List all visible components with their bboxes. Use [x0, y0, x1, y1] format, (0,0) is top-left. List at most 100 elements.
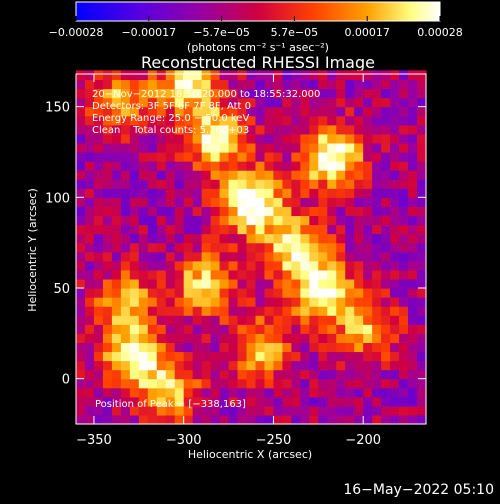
heatmap-cell	[210, 242, 221, 253]
heatmap-cell	[237, 197, 248, 207]
heatmap-cell	[93, 405, 104, 416]
heatmap-cell	[300, 115, 310, 126]
heatmap-cell	[363, 306, 373, 316]
heatmap-cell	[192, 324, 203, 334]
heatmap-cell	[282, 269, 292, 280]
heatmap-cell	[76, 351, 86, 362]
heatmap-cell	[174, 97, 185, 108]
heatmap-cell	[345, 206, 355, 217]
heatmap-cell	[201, 369, 212, 380]
heatmap-cell	[264, 97, 275, 108]
heatmap-cell	[363, 224, 373, 235]
heatmap-cell	[417, 396, 427, 407]
heatmap-cell	[345, 197, 355, 207]
heatmap-cell	[408, 133, 418, 144]
heatmap-cell	[76, 115, 86, 126]
heatmap-cell	[120, 378, 131, 389]
heatmap-cell	[399, 142, 409, 153]
heatmap-cell	[345, 188, 355, 198]
heatmap-cell	[309, 106, 319, 117]
heatmap-cell	[273, 387, 284, 398]
heatmap-cell	[273, 97, 284, 108]
heatmap-cell	[399, 151, 409, 162]
heatmap-cell	[354, 360, 364, 371]
heatmap-cell	[228, 206, 239, 217]
heatmap-cell	[174, 151, 185, 162]
heatmap-cell	[219, 333, 230, 343]
heatmap-cell	[129, 106, 140, 117]
heatmap-cell	[390, 233, 400, 244]
x-tick-label: −200	[345, 433, 381, 448]
heatmap-cell	[399, 170, 409, 180]
heatmap-cell	[156, 405, 167, 416]
heatmap-cell	[300, 224, 310, 235]
heatmap-cell	[76, 188, 86, 198]
heatmap-cell	[345, 414, 355, 425]
heatmap-cell	[228, 215, 239, 226]
heatmap-cell	[129, 97, 140, 108]
heatmap-cell	[417, 233, 427, 244]
heatmap-cell	[354, 142, 364, 153]
heatmap-cell	[210, 360, 221, 371]
heatmap-cell	[129, 378, 140, 389]
heatmap-cell	[309, 387, 319, 398]
heatmap-cell	[273, 133, 284, 144]
heatmap-cell	[282, 133, 292, 144]
heatmap-cell	[345, 315, 355, 325]
heatmap-cell	[84, 115, 95, 126]
heatmap-cell	[372, 79, 382, 90]
heatmap-cell	[183, 170, 194, 180]
heatmap-cell	[156, 287, 167, 298]
heatmap-cell	[183, 133, 194, 144]
heatmap-cell	[129, 88, 140, 99]
heatmap-cell	[327, 242, 337, 253]
heatmap-cell	[345, 351, 355, 362]
heatmap-cell	[354, 115, 364, 126]
heatmap-cell	[156, 179, 167, 189]
heatmap-cell	[399, 342, 409, 353]
heatmap-cell	[84, 133, 95, 144]
heatmap-cell	[336, 79, 346, 90]
heatmap-cell	[237, 306, 248, 316]
heatmap-cell	[282, 70, 292, 81]
heatmap-cell	[102, 115, 113, 126]
heatmap-cell	[192, 287, 203, 298]
heatmap-cell	[76, 315, 86, 325]
heatmap-cell	[76, 287, 86, 298]
heatmap-cell	[76, 396, 86, 407]
heatmap-cell	[219, 151, 230, 162]
heatmap-cell	[273, 278, 284, 289]
heatmap-cell	[138, 387, 149, 398]
heatmap-cell	[372, 378, 382, 389]
heatmap-cell	[336, 115, 346, 126]
heatmap-cell	[210, 124, 221, 135]
heatmap-cell	[102, 251, 113, 262]
heatmap-cell	[408, 269, 418, 280]
heatmap-cell	[345, 124, 355, 135]
heatmap-cell	[372, 133, 382, 144]
heatmap-cell	[120, 115, 131, 126]
heatmap-cell	[93, 333, 104, 343]
heatmap-cell	[300, 188, 310, 198]
heatmap-cell	[93, 88, 104, 99]
heatmap-cell	[327, 297, 337, 307]
heatmap-cell	[76, 170, 86, 180]
heatmap-cell	[183, 224, 194, 235]
heatmap-cell	[156, 342, 167, 353]
heatmap-cell	[183, 233, 194, 244]
heatmap-cell	[273, 251, 284, 262]
heatmap-cell	[237, 97, 248, 108]
heatmap-cell	[408, 188, 418, 198]
heatmap-cell	[174, 124, 185, 135]
heatmap-cell	[336, 197, 346, 207]
heatmap-cell	[318, 414, 328, 425]
heatmap-cell	[309, 405, 319, 416]
heatmap-cell	[291, 224, 301, 235]
heatmap-cell	[174, 206, 185, 217]
heatmap-cell	[147, 170, 158, 180]
heatmap-cell	[291, 242, 301, 253]
heatmap-cell	[408, 387, 418, 398]
heatmap-cell	[255, 170, 266, 180]
heatmap-cell	[237, 297, 248, 307]
heatmap-cell	[363, 97, 373, 108]
